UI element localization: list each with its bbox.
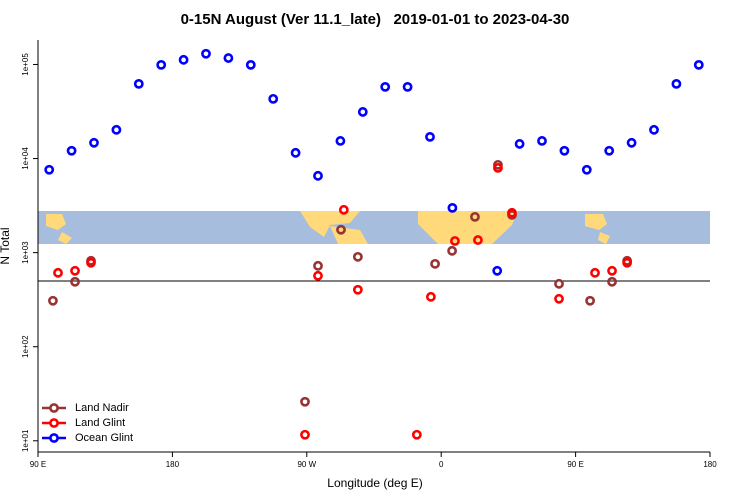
data-point (447, 245, 458, 256)
data-point (245, 59, 256, 70)
data-point (430, 258, 440, 269)
y-tick-label: 1e+02 (21, 335, 30, 358)
data-point (380, 81, 391, 92)
legend-swatch (49, 418, 59, 428)
data-point (450, 236, 460, 246)
chart-title: 0-15N August (Ver 11.1_late) 2019-01-01 … (181, 11, 570, 28)
data-point (300, 429, 310, 440)
data-point (70, 276, 80, 287)
y-axis-label: N Total (0, 227, 12, 264)
data-point (425, 131, 435, 142)
data-point (537, 136, 547, 146)
data-point (581, 164, 592, 175)
data-point (268, 93, 279, 104)
legend-label: Land Glint (75, 417, 125, 429)
data-point (44, 164, 55, 175)
data-point (604, 145, 615, 156)
data-point (178, 54, 189, 65)
data-point (411, 429, 422, 440)
y-tick-label: 1e+01 (21, 429, 30, 452)
data-point (313, 260, 323, 271)
data-point (223, 53, 234, 63)
y-tick-label: 1e+04 (21, 147, 30, 170)
data-point (290, 147, 301, 158)
data-point (357, 107, 368, 117)
y-tick-label: 1e+03 (21, 241, 30, 264)
data-point (693, 59, 704, 70)
data-point (402, 81, 413, 92)
x-tick-label: 90 E (567, 460, 583, 469)
data-point (590, 267, 600, 278)
data-point (559, 145, 570, 156)
data-point (514, 139, 525, 149)
data-point (554, 278, 564, 289)
data-point (313, 170, 323, 181)
data-point (607, 265, 617, 276)
legend-label: Ocean Glint (75, 432, 133, 444)
data-point (352, 251, 363, 262)
data-point (48, 295, 58, 306)
data-point (649, 124, 659, 135)
data-point (89, 137, 99, 148)
data-point (86, 257, 96, 268)
data-point (338, 204, 349, 215)
data-point (492, 265, 503, 276)
data-point (473, 235, 483, 245)
data-point (300, 396, 310, 407)
data-point (336, 224, 346, 235)
legend-swatch (49, 403, 59, 413)
data-point (70, 265, 80, 276)
x-axis-label: Longitude (deg E) (327, 476, 422, 490)
data-point (585, 295, 595, 306)
data-point (626, 137, 637, 148)
data-point (335, 136, 346, 146)
data-point (201, 48, 211, 59)
data-point (313, 270, 323, 281)
data-point (671, 78, 682, 89)
data-point (66, 145, 77, 156)
data-point (507, 207, 517, 218)
x-tick-label: 90 W (297, 460, 316, 469)
data-point (156, 59, 167, 70)
data-point (470, 211, 480, 222)
data-point (607, 276, 617, 287)
data-point (493, 162, 503, 173)
data-point (425, 291, 436, 302)
legend-swatch (49, 433, 59, 443)
x-tick-label: 90 E (30, 460, 46, 469)
data-point (622, 257, 633, 268)
x-tick-label: 180 (166, 460, 180, 469)
x-tick-label: 0 (439, 460, 444, 469)
data-point (53, 267, 63, 278)
world-map-strip (38, 211, 710, 244)
data-point (554, 293, 564, 304)
data-point (133, 78, 144, 89)
x-tick-label: 180 (703, 460, 717, 469)
legend-label: Land Nadir (75, 402, 129, 414)
y-tick-label: 1e+05 (21, 53, 30, 76)
data-point (111, 124, 122, 135)
data-point (447, 202, 458, 213)
data-point (352, 284, 363, 295)
